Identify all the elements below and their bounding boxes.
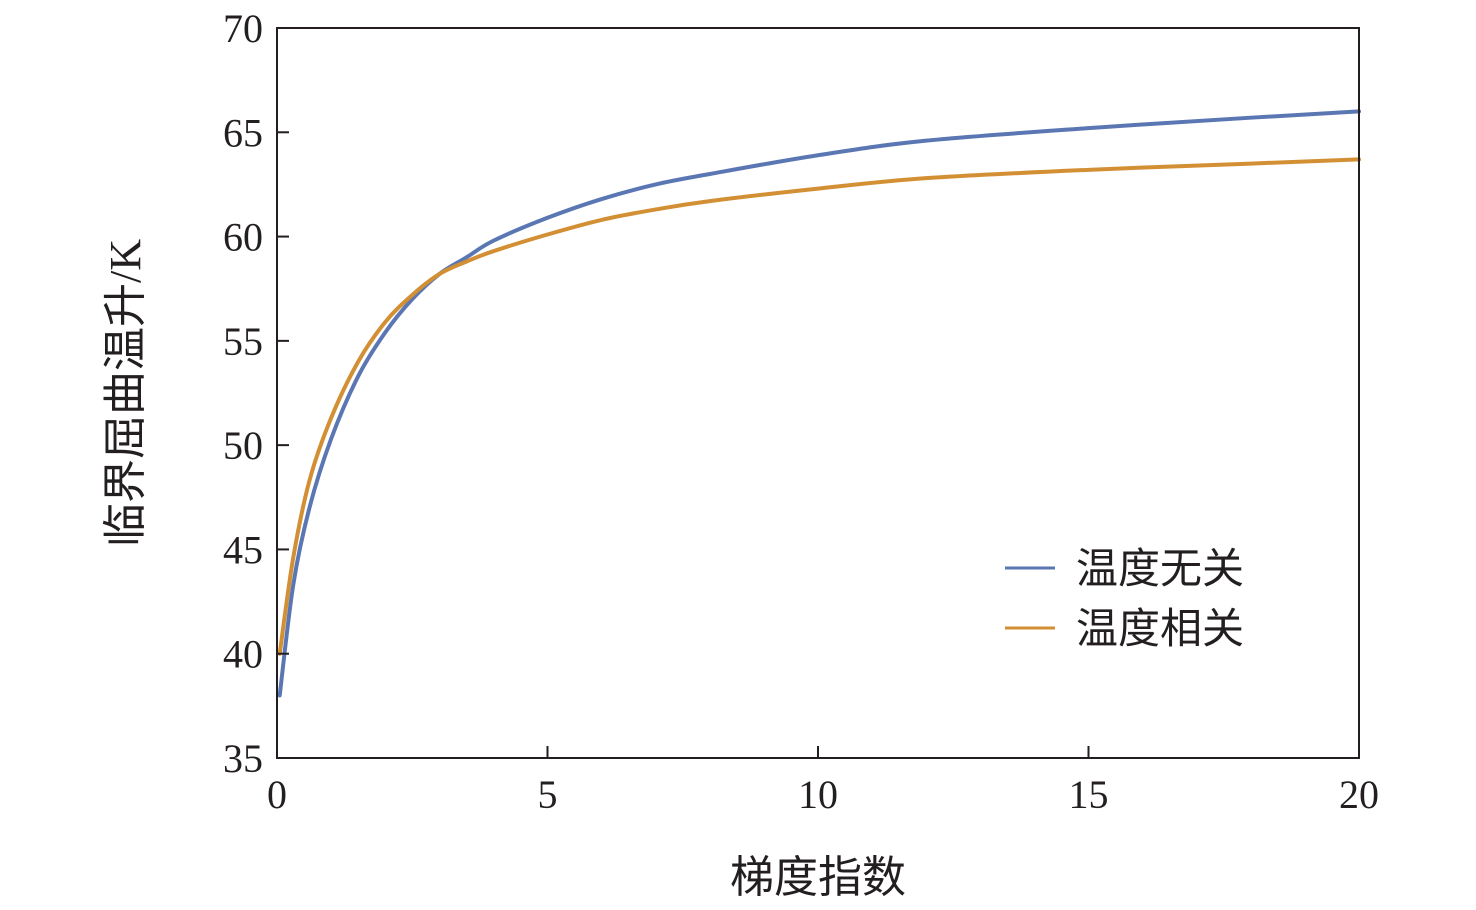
series-line-temperature-dependent — [277, 157, 1361, 656]
y-tick-label: 45 — [223, 527, 263, 572]
x-tick-label: 5 — [538, 772, 558, 817]
y-tick-label: 55 — [223, 319, 263, 364]
legend-label-temperature-independent: 温度无关 — [1076, 547, 1244, 593]
series-line-temperature-independent — [277, 109, 1361, 698]
x-tick-label: 15 — [1069, 772, 1109, 817]
y-tick-label: 60 — [223, 215, 263, 260]
legend: 温度无关 温度相关 — [1005, 547, 1244, 653]
x-tick-label: 10 — [798, 772, 838, 817]
y-tick-label: 65 — [223, 110, 263, 155]
x-tick-label: 20 — [1339, 772, 1379, 817]
legend-label-temperature-dependent: 温度相关 — [1076, 607, 1244, 653]
y-tick-label: 40 — [223, 632, 263, 677]
x-tick-label: 0 — [267, 772, 287, 817]
y-tick-label: 70 — [223, 6, 263, 51]
series-layer — [277, 109, 1361, 698]
x-axis-ticks: 0 5 10 15 20 — [267, 746, 1379, 817]
y-axis-title: 临界屈曲温升/K — [101, 239, 150, 547]
y-axis-ticks: 35 40 45 50 55 60 65 70 — [223, 6, 289, 781]
y-tick-label: 35 — [223, 736, 263, 781]
y-tick-label: 50 — [223, 423, 263, 468]
x-axis-title: 梯度指数 — [730, 853, 906, 902]
